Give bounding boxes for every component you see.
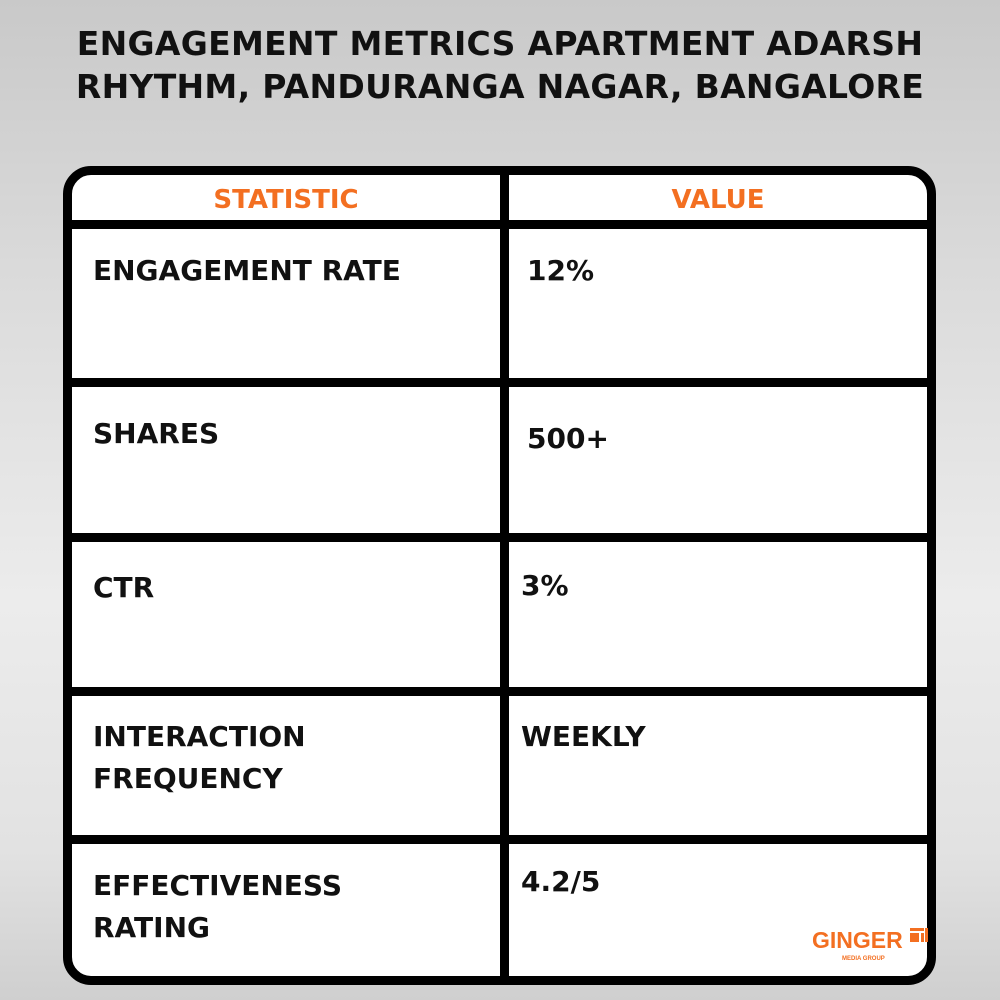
value-cell: WEEKLY [521,720,646,753]
row-divider [72,835,927,844]
row-divider [72,378,927,387]
statistic-cell: CTR [93,571,155,604]
statistic-cell: ENGAGEMENT RATE [93,254,401,287]
value-cell: 12% [527,254,595,287]
row-divider [72,687,927,696]
header-statistic: STATISTIC [213,185,359,215]
title-line-1: ENGAGEMENT METRICS APARTMENT ADARSH [76,24,924,63]
value-cell: 4.2/5 [521,865,601,898]
header-value: VALUE [671,185,765,215]
logo-tagline: MEDIA GROUP [842,956,885,962]
row-divider [72,533,927,542]
statistic-cell: INTERACTION FREQUENCY [93,720,306,795]
value-cell: 3% [521,569,569,602]
statistic-cell: SHARES [93,417,220,450]
ginger-logo: GINGER MEDIA GROUP [812,928,932,972]
logo-bars-icon [910,928,928,942]
page-title: ENGAGEMENT METRICS APARTMENT ADARSH RHYT… [0,22,1000,108]
column-divider [500,175,509,976]
statistic-cell: EFFECTIVENESS RATING [93,869,343,944]
logo-name: GINGER [812,927,903,953]
row-divider [72,220,927,229]
metrics-table: STATISTIC VALUE ENGAGEMENT RATE 12% SHAR… [63,166,936,985]
value-cell: 500+ [527,422,609,455]
title-line-2: RHYTHM, PANDURANGA NAGAR, BANGALORE [75,67,925,106]
